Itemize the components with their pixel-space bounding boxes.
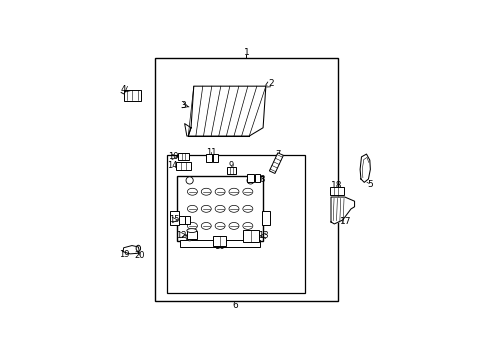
Ellipse shape: [215, 188, 224, 195]
Polygon shape: [184, 123, 191, 136]
Polygon shape: [183, 179, 257, 239]
Text: 6: 6: [232, 301, 238, 310]
Bar: [155, 58, 337, 301]
Ellipse shape: [243, 205, 252, 212]
Text: 13: 13: [257, 231, 268, 240]
Text: 17: 17: [339, 217, 350, 226]
Ellipse shape: [201, 205, 211, 212]
Ellipse shape: [201, 222, 211, 229]
Bar: [177, 176, 263, 242]
Ellipse shape: [243, 188, 252, 195]
Ellipse shape: [243, 222, 252, 229]
Polygon shape: [123, 246, 139, 254]
Text: 9: 9: [228, 161, 233, 170]
Bar: [205, 154, 212, 162]
Ellipse shape: [186, 229, 197, 233]
Text: 15: 15: [168, 215, 179, 224]
Ellipse shape: [215, 222, 224, 229]
Text: 18: 18: [331, 181, 342, 190]
Bar: [254, 174, 260, 181]
Circle shape: [185, 234, 193, 241]
Bar: [261, 211, 269, 225]
Polygon shape: [359, 154, 369, 183]
Text: 19: 19: [119, 250, 130, 259]
Ellipse shape: [187, 188, 197, 195]
Bar: [178, 153, 188, 161]
Text: 7: 7: [275, 150, 281, 158]
Bar: [180, 240, 260, 247]
Ellipse shape: [215, 205, 224, 212]
Text: 14: 14: [167, 161, 177, 170]
Ellipse shape: [136, 245, 140, 251]
Ellipse shape: [187, 205, 197, 212]
Circle shape: [246, 177, 254, 184]
Bar: [123, 90, 140, 101]
Circle shape: [246, 234, 254, 241]
Bar: [212, 236, 226, 246]
Bar: [178, 216, 184, 224]
Ellipse shape: [187, 222, 197, 229]
Bar: [185, 216, 189, 224]
Text: 20: 20: [134, 251, 144, 260]
Text: 16: 16: [214, 242, 224, 251]
Polygon shape: [330, 197, 354, 224]
Bar: [175, 162, 191, 170]
Bar: [329, 186, 344, 195]
Ellipse shape: [228, 188, 239, 195]
Circle shape: [185, 177, 193, 184]
Text: 11: 11: [206, 148, 217, 157]
Text: 1: 1: [243, 48, 249, 57]
Bar: [226, 167, 235, 174]
Bar: [269, 153, 283, 174]
Bar: [243, 230, 259, 242]
Text: 12: 12: [176, 230, 186, 239]
Bar: [170, 211, 178, 225]
Text: 4: 4: [120, 85, 125, 94]
Bar: [246, 174, 254, 181]
Text: 10: 10: [168, 152, 179, 161]
Text: 8: 8: [259, 175, 264, 184]
Polygon shape: [188, 86, 265, 136]
Bar: [167, 156, 304, 293]
Text: 5: 5: [366, 180, 372, 189]
Ellipse shape: [228, 222, 239, 229]
Ellipse shape: [228, 205, 239, 212]
Text: 3: 3: [180, 101, 186, 110]
Bar: [186, 231, 197, 239]
Text: 2: 2: [268, 79, 274, 88]
Bar: [213, 154, 217, 162]
Ellipse shape: [201, 188, 211, 195]
